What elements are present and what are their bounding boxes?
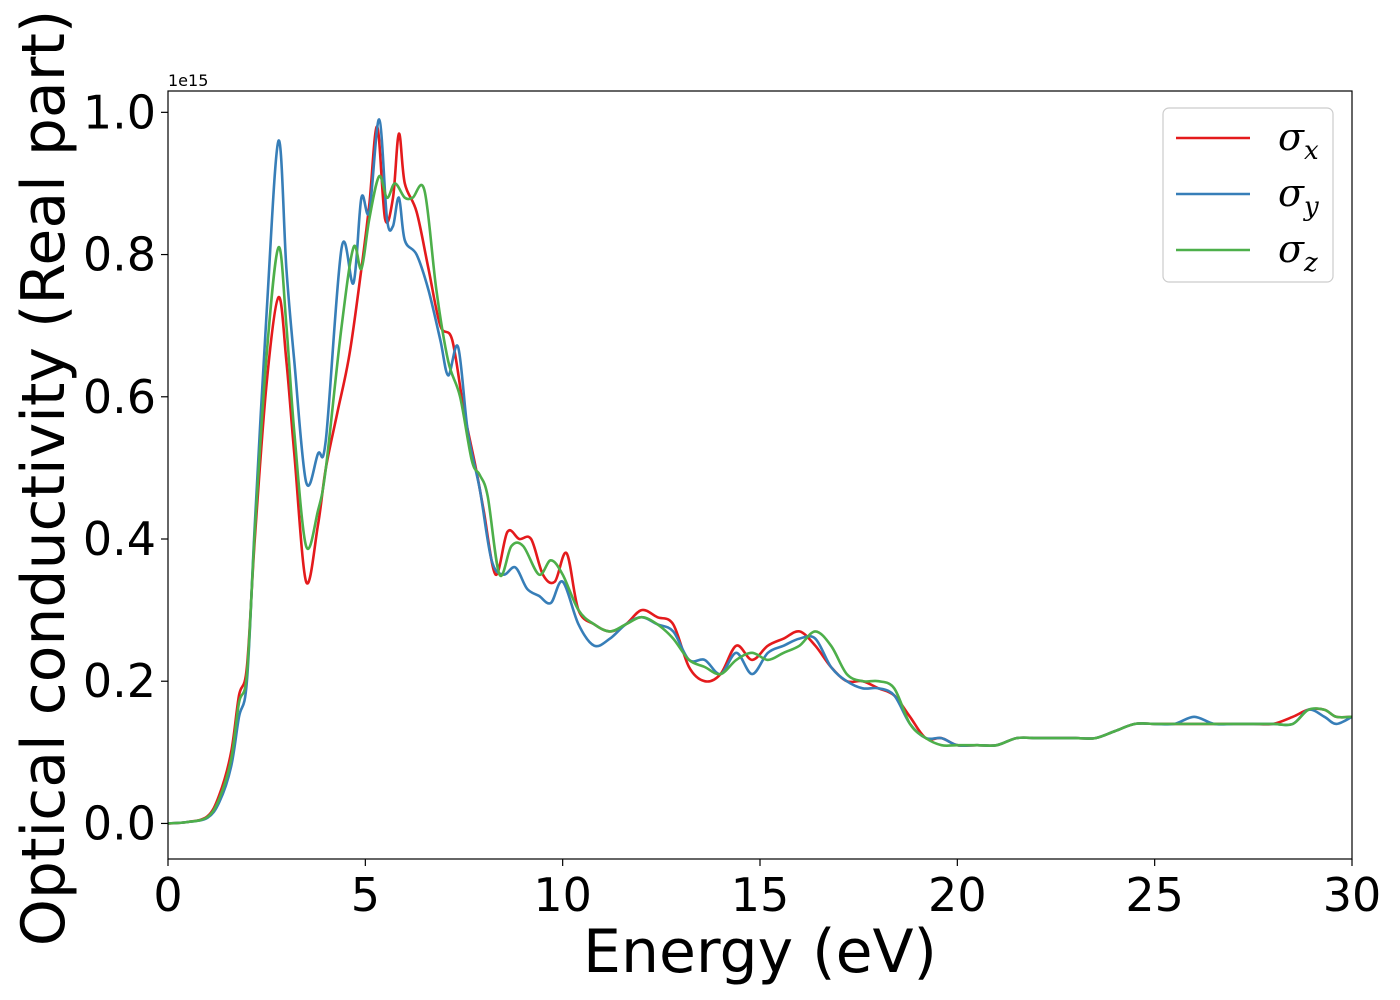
x-tick-label: 0 bbox=[153, 868, 182, 922]
series-layer bbox=[168, 118, 1352, 825]
y-offset-label: 1e15 bbox=[168, 71, 208, 90]
y-tick-label: 1.0 bbox=[83, 85, 156, 139]
x-axis-title: Energy (eV) bbox=[583, 917, 937, 987]
x-tick-label: 10 bbox=[533, 868, 592, 922]
x-tick-label: 5 bbox=[351, 868, 380, 922]
y-tick-label: 0.6 bbox=[83, 370, 156, 424]
plot-area bbox=[168, 118, 1352, 825]
legend-label-y: σy bbox=[1278, 171, 1319, 222]
y-tick-label: 0.8 bbox=[83, 228, 156, 282]
legend-label-z: σz bbox=[1278, 227, 1318, 278]
x-tick-label: 20 bbox=[928, 868, 987, 922]
y-tick-label: 0.2 bbox=[83, 654, 156, 708]
x-axis: 0 5 10 15 20 25 30 bbox=[153, 859, 1381, 922]
x-tick-label: 30 bbox=[1323, 868, 1382, 922]
y-tick-label: 0.4 bbox=[83, 512, 156, 566]
x-tick-label: 15 bbox=[731, 868, 790, 922]
legend-label-x: σx bbox=[1278, 115, 1319, 166]
y-axis: 0.0 0.2 0.4 0.6 0.8 1.0 bbox=[83, 85, 168, 850]
y-tick-label: 0.0 bbox=[83, 796, 156, 850]
y-axis-title: Optical conductivity (Real part) bbox=[9, 10, 79, 947]
x-tick-label: 25 bbox=[1125, 868, 1184, 922]
series-line-z bbox=[168, 174, 1352, 825]
